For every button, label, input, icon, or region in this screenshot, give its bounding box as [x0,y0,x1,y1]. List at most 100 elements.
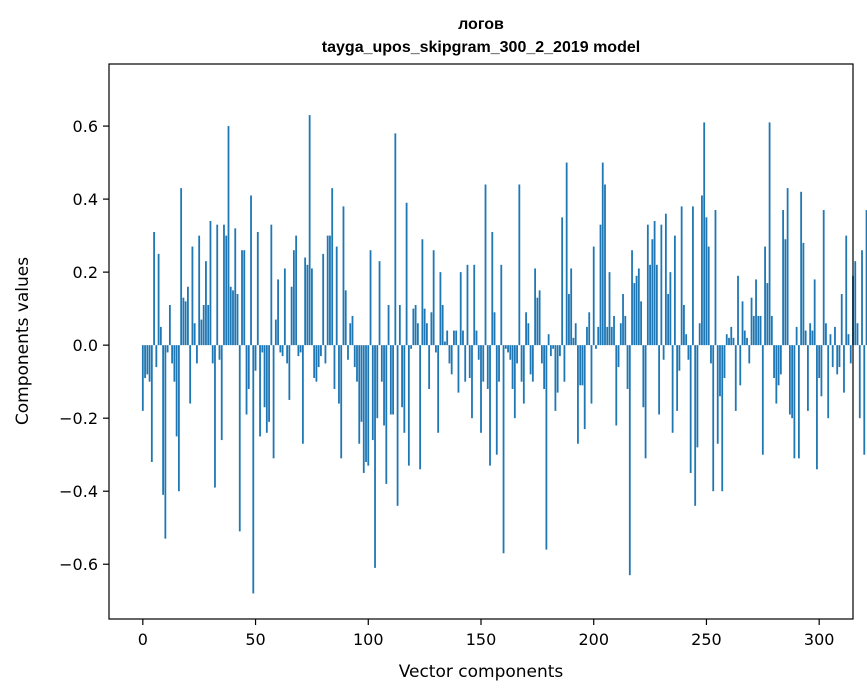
bar [301,345,304,444]
bar [245,345,248,415]
bar [818,345,821,379]
bar [392,345,394,415]
bar [329,235,331,346]
bar [613,315,615,346]
bar [680,206,683,346]
bar [234,228,237,346]
bar [286,345,289,364]
bar [755,279,757,346]
bar [146,345,149,375]
bar [389,345,392,415]
bar [854,261,857,346]
bar [737,275,739,346]
bar [518,184,521,346]
bar [847,334,850,346]
bar [428,345,431,389]
bar [856,323,859,346]
bar [182,297,185,346]
bar [527,323,530,346]
bar [549,345,552,357]
x-tick-label: 100 [353,630,384,649]
bar [644,345,647,459]
bar [162,345,165,495]
bar [595,345,597,349]
bar [189,345,192,404]
bar [610,326,613,346]
bar [207,304,210,346]
bar [750,297,753,346]
bar [766,283,769,346]
bars-group [141,115,867,594]
bar [252,345,255,594]
bar [590,345,593,404]
bar [502,345,505,554]
bar [435,345,437,353]
bar [863,345,866,455]
bar [414,304,417,346]
bar [216,224,219,346]
bar [547,334,550,346]
bar [678,345,681,371]
bar [825,323,827,346]
bar [773,345,775,379]
bar [423,308,426,346]
bar [716,345,719,444]
bar [491,231,494,346]
bar [322,253,325,346]
bar [191,246,194,346]
bar [211,345,214,364]
bar [746,337,748,346]
x-axis: 0 50 100 150 200 250 300 [138,619,834,649]
bar [200,319,203,346]
bar [243,250,246,346]
bar [342,206,345,346]
y-tick-label: 0.6 [73,117,98,136]
bar [786,188,789,346]
bar [592,246,595,346]
bar [692,206,694,346]
bar [840,294,843,346]
bar [209,221,212,346]
bar [171,345,174,364]
bar [775,345,778,404]
bar [707,246,710,346]
bar [606,326,609,346]
bar [586,326,588,346]
bar [743,330,746,346]
bar [281,345,284,357]
y-axis: −0.6 −0.4 −0.2 0.0 0.2 0.4 0.6 [59,117,109,574]
bar [401,345,403,408]
bar [759,315,762,346]
bar [308,115,311,346]
bar [698,323,701,346]
bar [495,345,498,455]
x-tick-label: 200 [578,630,609,649]
bar [669,272,672,346]
bar [734,345,737,411]
bar [615,345,618,426]
y-tick-label: 0.4 [73,190,98,209]
bar [739,345,742,386]
bar [543,345,546,389]
bar [324,345,327,364]
bar [797,345,800,459]
bar [335,246,338,346]
x-tick-label: 250 [691,630,722,649]
bar [604,184,606,346]
bar [304,257,307,346]
bar [827,345,830,419]
bar [689,345,692,473]
bar [164,345,167,539]
bar [238,345,241,532]
bar [601,162,604,346]
bar [223,224,225,346]
bar [694,345,697,506]
x-tick-label: 150 [466,630,497,649]
chart-title: логов [458,16,504,33]
bar [838,345,841,368]
bar [320,345,322,357]
bar [477,345,480,360]
bar [561,217,564,346]
bar [583,345,586,430]
bar [187,286,189,346]
